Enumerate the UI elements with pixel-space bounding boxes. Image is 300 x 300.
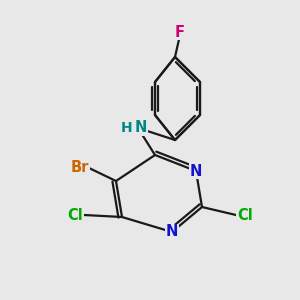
Text: Cl: Cl: [67, 208, 83, 223]
Text: H: H: [121, 121, 133, 135]
Text: Br: Br: [71, 160, 89, 175]
Text: N: N: [135, 121, 147, 136]
Text: F: F: [175, 25, 185, 40]
Text: N: N: [166, 224, 178, 239]
Text: N: N: [190, 164, 202, 178]
Text: Cl: Cl: [237, 208, 253, 223]
